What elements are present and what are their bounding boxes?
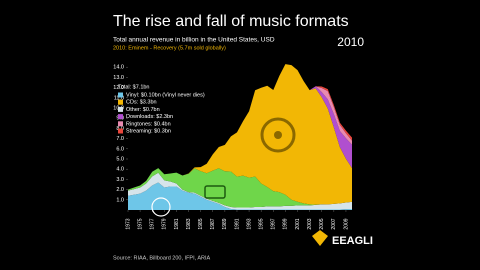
legend-label: CDs: $3.3bn [126, 100, 157, 106]
x-tick-label: 2005 [319, 218, 325, 229]
x-tick-label: 1983 [186, 218, 192, 229]
area [128, 182, 352, 210]
y-tick-label: 4.0 [116, 167, 124, 173]
x-tick-label: 1975 [137, 218, 143, 229]
legend-label: Streaming: $0.3bn [126, 128, 171, 134]
decor-icons [151, 117, 296, 217]
x-tick-label: 1987 [210, 218, 216, 229]
x-tick-label: 2001 [295, 218, 301, 229]
x-tick-label: 1993 [246, 218, 252, 229]
legend-label: Downloads: $2.3bn [126, 114, 173, 120]
x-tick-label: 2003 [307, 218, 313, 229]
x-tick-label: 1991 [234, 218, 240, 229]
cassette-icon [204, 185, 226, 199]
x-tick-label: 1997 [271, 218, 277, 229]
legend-label: Vinyl: $0.10bn (Vinyl never dies) [126, 92, 205, 98]
x-tick-label: 1981 [174, 218, 180, 229]
y-tick-label: 13.0 [113, 75, 124, 81]
legend-label: Ringtones: $0.4bn [126, 121, 171, 127]
annotation: 2010: Eminem - Recovery (5.7m sold globa… [113, 45, 226, 51]
area [128, 64, 352, 205]
legend-swatch [118, 106, 123, 112]
y-tick-label: 2.0 [116, 187, 124, 193]
cd-icon [260, 117, 296, 153]
x-tick-label: 1989 [222, 218, 228, 229]
x-tick-label: 1979 [162, 218, 168, 229]
plot: 1.02.03.04.05.06.07.08.09.010.011.012.01… [113, 64, 352, 230]
legend-swatch [118, 99, 123, 105]
year-label: 2010 [337, 35, 364, 49]
area [128, 172, 352, 210]
y-tick-label: 14.0 [113, 65, 124, 71]
y-tick-label: 6.0 [116, 146, 124, 152]
brand: EEAGLI [332, 235, 373, 247]
legend-swatch [118, 114, 123, 120]
brand-logo: EEAGLI [312, 230, 373, 247]
legend-swatch [118, 92, 123, 98]
source: Source: RIAA, Billboard 200, IFPI, ARIA [113, 255, 211, 261]
cd-icon-hole [274, 131, 282, 139]
y-tick-label: 5.0 [116, 156, 124, 162]
legend-swatch [118, 128, 123, 134]
x-tick-label: 1973 [125, 218, 131, 229]
subtitle: Total annual revenue in billion in the U… [113, 37, 275, 44]
x-tick-label: 1985 [198, 218, 204, 229]
brand-icon [312, 230, 328, 246]
legend-title: Total: $7.1bn [118, 84, 150, 90]
legend-label: Other: $0.7bn [126, 107, 160, 113]
legend-swatch [118, 121, 123, 127]
chart-title: The rise and fall of music formats [113, 13, 349, 30]
x-tick-label: 1999 [283, 218, 289, 229]
y-tick-label: 3.0 [116, 177, 124, 183]
y-tick-label: 11.0 [114, 95, 124, 101]
vinyl-icon [151, 197, 171, 217]
x-tick-label: 1977 [150, 218, 156, 229]
area [128, 168, 352, 208]
y-tick-label: 12.0 [113, 85, 124, 91]
x-tick-label: 1995 [259, 218, 265, 229]
y-tick-label: 7.0 [116, 136, 124, 142]
x-tick-label: 2007 [331, 218, 337, 229]
x-tick-label: 2009 [343, 218, 349, 229]
y-tick-label: 1.0 [116, 197, 124, 203]
